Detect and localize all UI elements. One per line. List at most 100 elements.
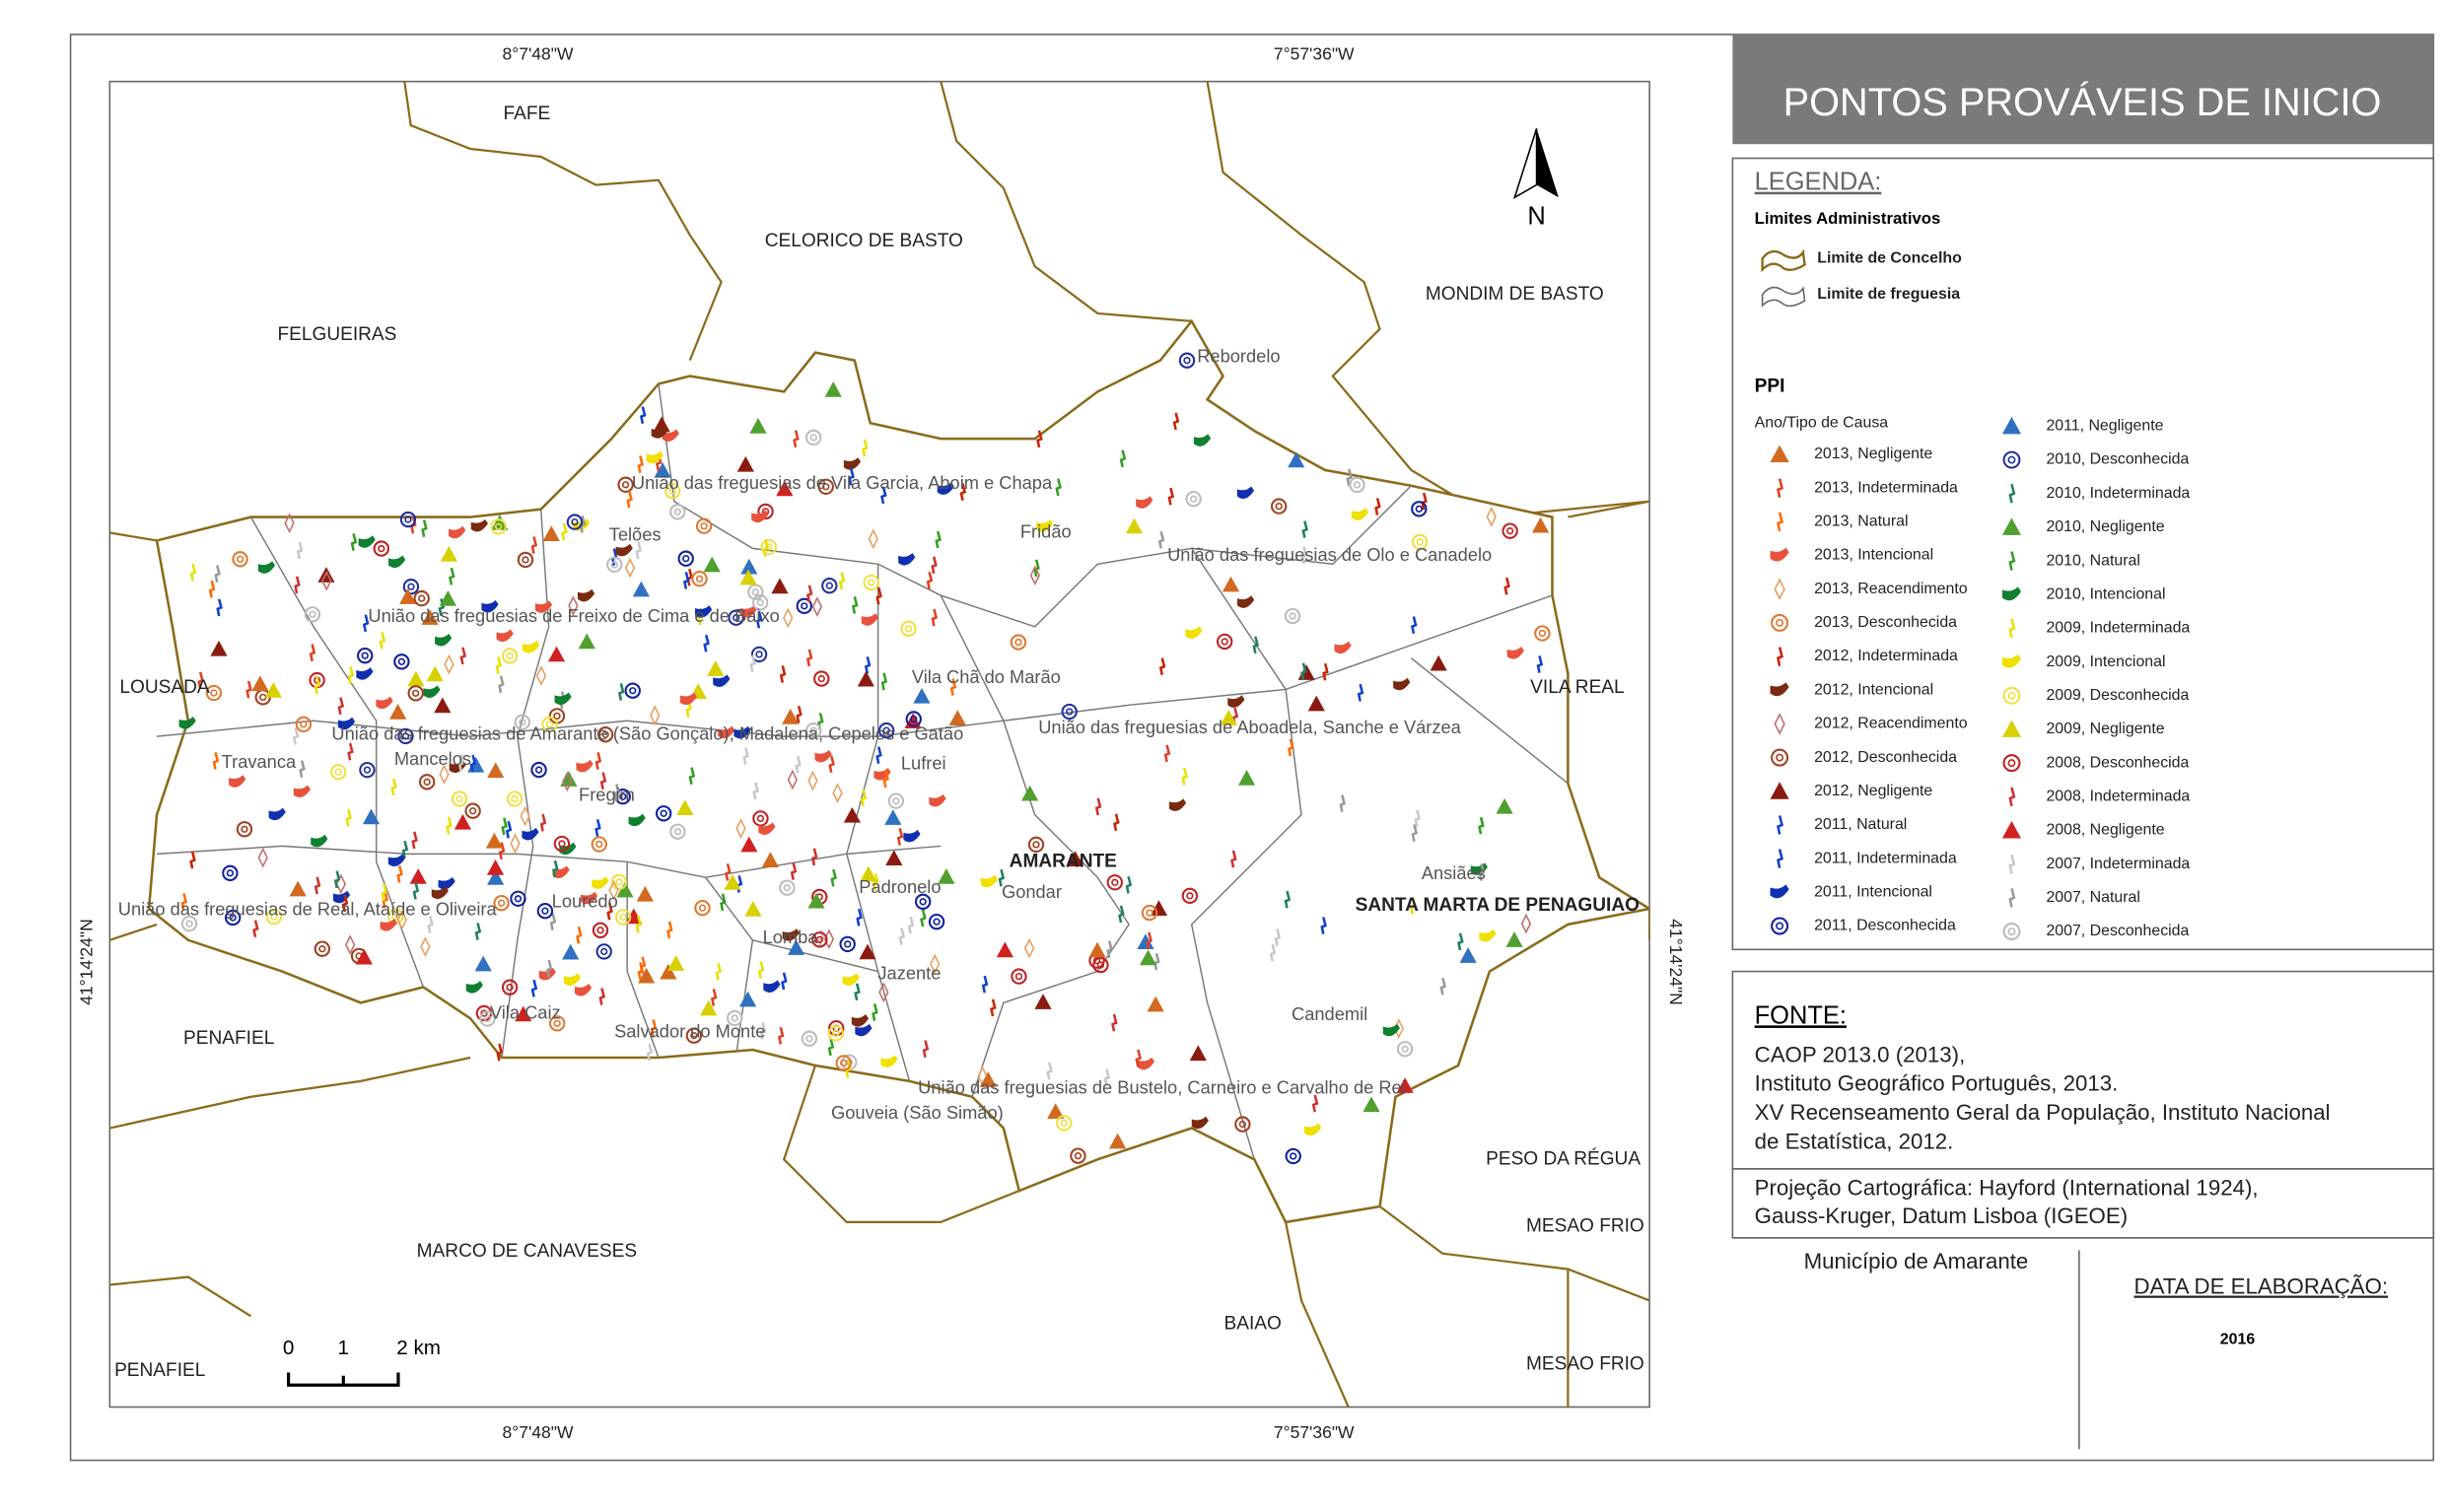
symbol bbox=[284, 513, 295, 534]
concelho-boundary bbox=[940, 81, 1192, 322]
symbol bbox=[548, 1015, 566, 1032]
symbol bbox=[363, 766, 372, 774]
symbol bbox=[334, 768, 342, 776]
symbol bbox=[1106, 940, 1113, 958]
symbol bbox=[933, 918, 941, 926]
concelho-label: AMARANTE bbox=[1010, 851, 1117, 871]
symbol bbox=[418, 594, 426, 602]
freguesia-boundary bbox=[1410, 657, 1569, 785]
symbol bbox=[189, 563, 197, 582]
symbol bbox=[506, 984, 514, 992]
symbol bbox=[828, 755, 835, 774]
symbol bbox=[1181, 887, 1199, 905]
symbol bbox=[756, 598, 764, 606]
symbol bbox=[860, 865, 877, 882]
symbol bbox=[639, 956, 647, 975]
symbol bbox=[304, 606, 321, 623]
symbol bbox=[914, 893, 932, 910]
date-label: DATA DE ELABORAÇÃO: bbox=[2134, 1274, 2389, 1299]
symbol bbox=[843, 806, 861, 823]
symbol bbox=[1220, 710, 1237, 725]
freguesia-boundary bbox=[658, 383, 1412, 628]
symbol bbox=[1478, 863, 1486, 881]
symbol bbox=[1416, 538, 1424, 546]
symbol bbox=[872, 1003, 878, 1021]
symbol bbox=[378, 544, 385, 553]
symbol bbox=[1414, 809, 1421, 828]
concelho-boundary bbox=[1285, 1221, 1350, 1408]
legend-ppi-heading: PPI bbox=[1755, 377, 1785, 397]
symbol bbox=[787, 769, 799, 790]
symbol bbox=[2007, 928, 2016, 936]
symbol bbox=[616, 881, 634, 898]
symbol bbox=[350, 533, 358, 551]
symbol bbox=[885, 850, 903, 865]
symbol bbox=[465, 981, 483, 994]
symbol bbox=[776, 480, 794, 497]
symbol bbox=[600, 947, 608, 956]
symbol bbox=[562, 771, 573, 792]
legend-item: 2008, Desconhecida bbox=[2046, 754, 2189, 771]
symbol bbox=[426, 665, 444, 682]
symbol bbox=[1374, 498, 1381, 515]
legend-ppi-items: 2013, Negligente 2013, Indeterminada 2013,… bbox=[1770, 416, 2190, 941]
municipality: Município de Amarante bbox=[1804, 1249, 2029, 1273]
symbol bbox=[739, 604, 757, 618]
symbol bbox=[541, 907, 549, 915]
symbol bbox=[1320, 917, 1327, 934]
legend-item: Limite de freguesia bbox=[1817, 286, 1960, 303]
symbol bbox=[1770, 547, 1789, 562]
coord-left: 41°14'24"N bbox=[77, 919, 97, 1004]
freguesia-label: União das freguesias de Aboadela, Sanche… bbox=[1038, 717, 1461, 737]
symbol bbox=[682, 572, 690, 589]
symbol bbox=[594, 752, 602, 770]
legend-item: 2011, Natural bbox=[1814, 816, 1907, 833]
symbol bbox=[1238, 1120, 1247, 1129]
symbol bbox=[695, 575, 704, 583]
source-line: CAOP 2013.0 (2013), bbox=[1755, 1042, 1966, 1066]
symbol bbox=[314, 676, 321, 695]
symbol bbox=[707, 660, 725, 676]
symbol bbox=[673, 508, 681, 515]
symbol bbox=[321, 570, 332, 591]
symbol bbox=[1479, 928, 1497, 942]
symbol bbox=[506, 790, 524, 807]
legend-item: 2012, Reacendimento bbox=[1814, 716, 1968, 732]
symbol bbox=[715, 962, 723, 981]
symbol bbox=[779, 665, 787, 683]
symbol bbox=[251, 675, 269, 692]
municipality-boundary bbox=[147, 318, 1650, 1224]
symbol bbox=[996, 941, 1013, 958]
symbol bbox=[347, 742, 354, 761]
symbol bbox=[686, 568, 693, 586]
legend-subheading: Limites Administrativos bbox=[1755, 209, 1941, 228]
symbol bbox=[486, 859, 505, 875]
symbol bbox=[907, 916, 915, 934]
symbol bbox=[666, 921, 673, 939]
symbol bbox=[1770, 445, 1789, 462]
symbol bbox=[487, 869, 505, 885]
symbol bbox=[579, 515, 587, 533]
symbol bbox=[619, 792, 627, 800]
symbol bbox=[497, 899, 506, 907]
symbol bbox=[592, 876, 609, 889]
symbol bbox=[832, 783, 843, 803]
symbol bbox=[561, 522, 568, 541]
symbol bbox=[380, 918, 397, 931]
symbol bbox=[554, 692, 572, 706]
symbol bbox=[210, 640, 228, 656]
symbol bbox=[664, 482, 681, 500]
symbol bbox=[1227, 695, 1245, 708]
freguesia-label: Louredo bbox=[552, 890, 618, 911]
symbol bbox=[1410, 616, 1418, 635]
symbol bbox=[494, 522, 503, 531]
symbol bbox=[817, 478, 834, 495]
symbol bbox=[431, 886, 449, 900]
symbol bbox=[1023, 937, 1035, 959]
symbol bbox=[1236, 595, 1255, 608]
symbol bbox=[1036, 430, 1043, 448]
freguesia-boundary bbox=[752, 939, 878, 973]
freguesia-boundary bbox=[1190, 689, 1302, 1160]
symbol bbox=[345, 808, 352, 827]
freguesia-label: Lomba bbox=[763, 927, 819, 947]
